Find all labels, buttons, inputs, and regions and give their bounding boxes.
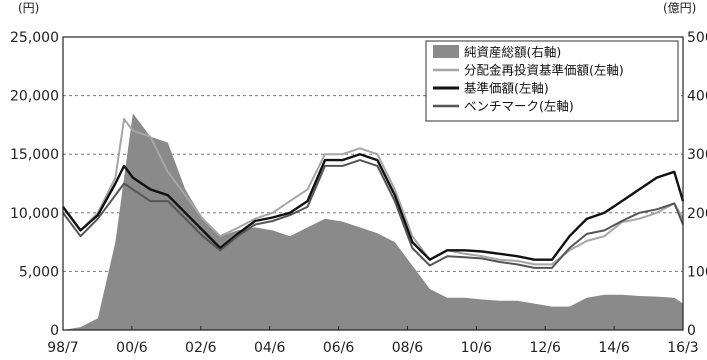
left-tick-label: 20,000 xyxy=(10,89,59,105)
x-tick-label: 14/6 xyxy=(598,340,630,356)
right-axis-unit: (億円) xyxy=(663,1,696,15)
left-tick-label: 0 xyxy=(50,323,59,339)
x-tick-label: 08/6 xyxy=(392,340,424,356)
reinvested-nav-line xyxy=(62,118,684,266)
legend-box xyxy=(425,40,679,122)
legend-label: 純資産総額(右軸) xyxy=(464,45,561,60)
x-tick-label: 04/6 xyxy=(254,340,286,356)
x-tick-label: 98/7 xyxy=(47,340,78,356)
x-tick-label: 06/6 xyxy=(323,340,355,356)
x-tick-label: 10/6 xyxy=(461,340,493,356)
left-axis-ticks: 0 5,000 10,000 15,000 20,000 25,000 xyxy=(10,30,59,339)
legend-swatch xyxy=(433,45,459,58)
x-axis-ticks: 98/7 00/6 02/6 04/6 06/6 08/6 10/6 12/6 14/6 16/3 xyxy=(47,326,699,356)
right-axis-ticks: 0 100 200 300 400 500 xyxy=(687,30,707,339)
x-tick-label: 02/6 xyxy=(185,340,217,356)
right-tick-label: 400 xyxy=(687,89,707,105)
plot-frame xyxy=(62,36,684,331)
left-tick-label: 15,000 xyxy=(10,147,59,163)
right-tick-label: 500 xyxy=(687,30,707,46)
left-tick-label: 25,000 xyxy=(10,30,59,46)
area-layer xyxy=(63,113,683,330)
right-tick-label: 200 xyxy=(687,206,707,222)
benchmark-line xyxy=(62,159,684,269)
right-tick-label: 300 xyxy=(687,147,707,163)
right-tick-label: 0 xyxy=(687,323,696,339)
x-tick-label: 00/6 xyxy=(116,340,148,356)
net-assets-area xyxy=(63,113,683,330)
legend-label: ベンチマーク(左軸) xyxy=(464,99,574,114)
left-tick-label: 10,000 xyxy=(10,206,59,222)
legend-label: 分配金再投資基準価額(左軸) xyxy=(464,63,624,78)
legend-label: 基準価額(左軸) xyxy=(464,81,549,96)
line-layer xyxy=(62,118,685,269)
right-tick-label: 100 xyxy=(687,264,707,280)
x-tick-label: 12/6 xyxy=(529,340,561,356)
x-tick-label: 16/3 xyxy=(667,340,698,356)
left-tick-label: 5,000 xyxy=(19,264,59,280)
legend: 純資産総額(右軸) 分配金再投資基準価額(左軸) 基準価額(左軸) ベンチマーク(左軸… xyxy=(425,40,679,122)
left-axis-unit: (円) xyxy=(18,1,39,15)
nav-line xyxy=(62,152,685,261)
